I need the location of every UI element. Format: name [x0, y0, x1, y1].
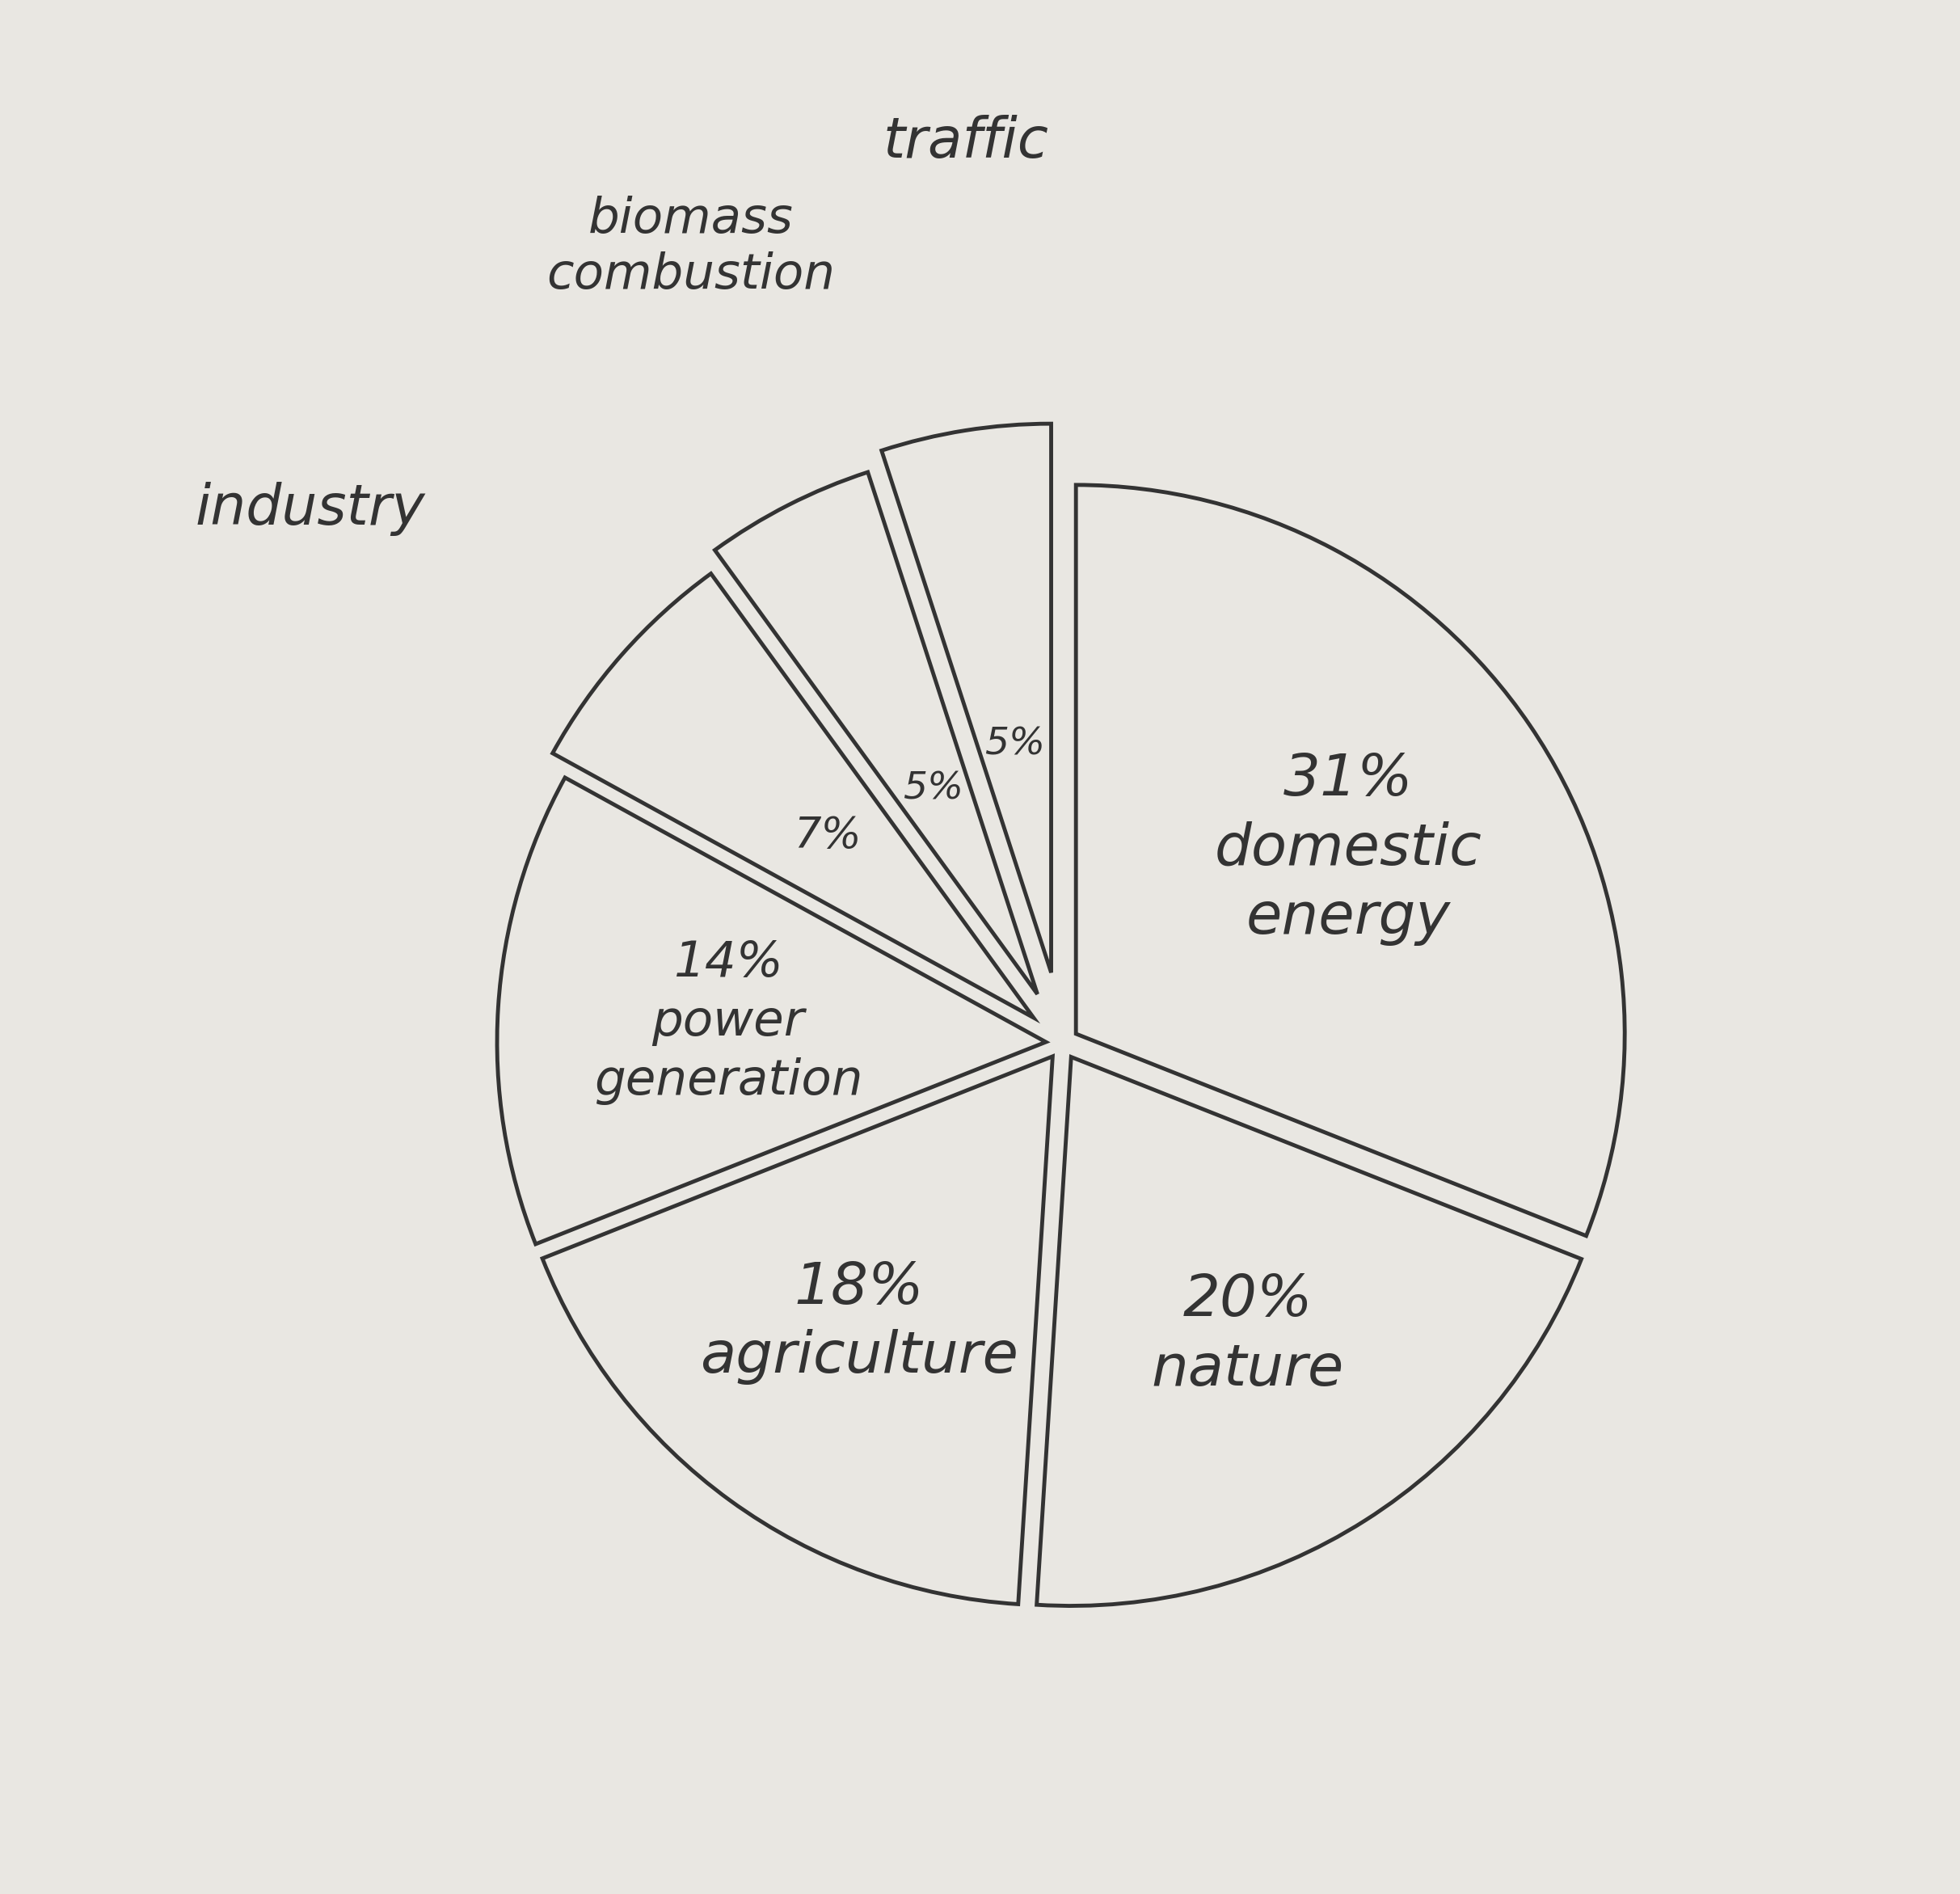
Wedge shape: [553, 574, 1033, 1017]
Wedge shape: [715, 472, 1037, 994]
Text: 7%: 7%: [794, 814, 862, 858]
Text: traffic: traffic: [884, 114, 1049, 169]
Text: industry: industry: [196, 481, 425, 536]
Wedge shape: [1076, 485, 1625, 1237]
Wedge shape: [882, 424, 1051, 974]
Text: 5%: 5%: [984, 727, 1045, 763]
Text: 20%
nature: 20% nature: [1151, 1273, 1345, 1398]
Wedge shape: [543, 1057, 1053, 1604]
Text: 14%
power
generation: 14% power generation: [594, 939, 862, 1104]
Text: 5%: 5%: [902, 771, 962, 807]
Wedge shape: [1037, 1057, 1582, 1606]
Wedge shape: [498, 778, 1047, 1244]
Text: 31%
domestic
energy: 31% domestic energy: [1215, 752, 1482, 945]
Text: biomass
combustion: biomass combustion: [547, 195, 835, 299]
Text: 18%
agriculture: 18% agriculture: [700, 1261, 1019, 1385]
